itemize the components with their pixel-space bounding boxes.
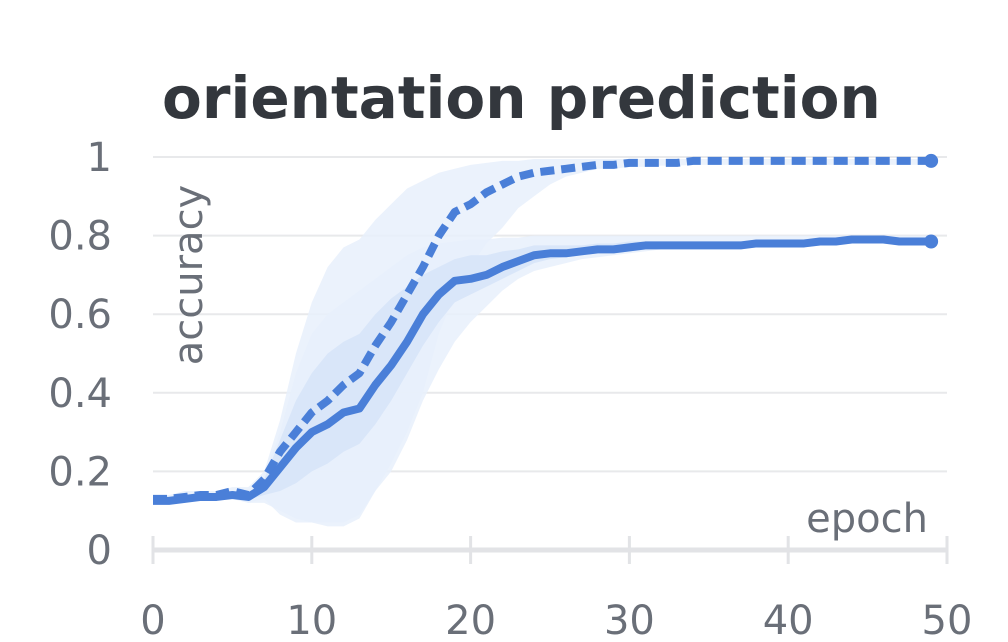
y-tick-label: 0.4 xyxy=(48,371,112,417)
y-tick-label: 0.6 xyxy=(48,292,112,338)
series-lines xyxy=(153,153,939,505)
band-outer-2 xyxy=(153,235,932,523)
series-end-point-1 xyxy=(924,153,939,168)
series-line-2 xyxy=(153,235,932,505)
y-axis-label: accuracy xyxy=(166,185,212,365)
x-tick-labels: 0 10 20 30 40 50 xyxy=(140,598,972,642)
x-tick-label: 40 xyxy=(763,598,814,642)
band-inner-2 xyxy=(153,236,932,503)
x-tick-label: 10 xyxy=(286,598,337,642)
x-axis-label: epoch xyxy=(806,496,928,542)
gridlines xyxy=(153,156,947,473)
x-tick-label: 30 xyxy=(604,598,655,642)
x-tick-label: 0 xyxy=(140,598,165,642)
y-tick-label: 0.2 xyxy=(48,449,112,495)
series-line-1 xyxy=(153,156,932,503)
x-tick-label: 50 xyxy=(922,598,973,642)
y-tick-labels: 0 0.2 0.4 0.6 0.8 1 xyxy=(48,135,112,574)
y-tick-label: 0.8 xyxy=(48,214,112,260)
series-end-point-2 xyxy=(924,234,939,249)
chart-title: orientation prediction xyxy=(162,64,881,132)
y-tick-label: 1 xyxy=(87,135,112,181)
x-tick-label: 20 xyxy=(445,598,496,642)
x-axis xyxy=(151,536,949,564)
y-tick-label: 0 xyxy=(87,528,112,574)
confidence-bands xyxy=(153,158,932,527)
